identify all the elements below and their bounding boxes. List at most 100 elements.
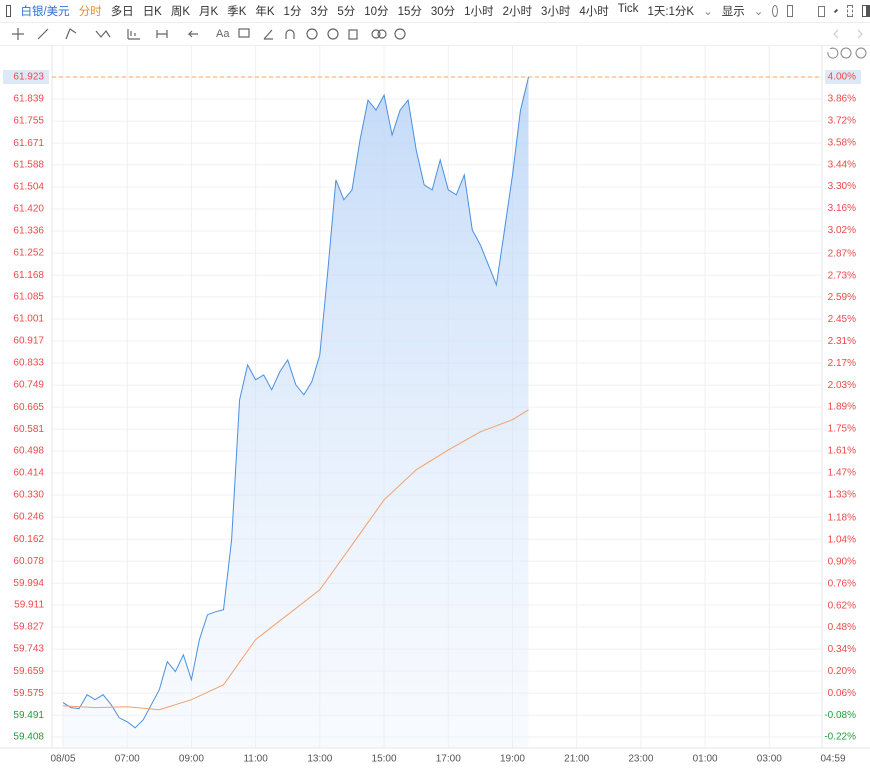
hide-tool[interactable] — [327, 28, 339, 40]
camera-icon[interactable] — [818, 5, 825, 17]
settings-tool[interactable] — [394, 28, 406, 40]
y2-tick-label: 0.90% — [828, 557, 856, 568]
reset-icon[interactable] — [827, 47, 839, 59]
caret: ⌄ — [703, 6, 713, 18]
y2-tick-label: 3.72% — [828, 115, 856, 126]
x-tick-label: 19:00 — [500, 754, 525, 765]
y-tick-label: 61.001 — [13, 314, 44, 325]
tab[interactable]: 3分 — [310, 6, 329, 18]
x-tick-label: 03:00 — [757, 754, 782, 765]
y2-tick-label: 1.04% — [828, 535, 856, 546]
tab[interactable]: 分时 — [78, 6, 102, 18]
square-icon[interactable] — [787, 5, 794, 17]
y-tick-label: 61.420 — [13, 204, 44, 215]
y2-tick-label: 0.34% — [828, 644, 856, 655]
settings-icon[interactable] — [772, 5, 779, 17]
y2-tick-label: 1.75% — [828, 424, 856, 435]
zoom-in-icon[interactable] — [855, 47, 867, 59]
symbol[interactable]: 白银/美元 — [20, 6, 70, 18]
angle-tool[interactable] — [263, 29, 273, 40]
y-tick-label: 61.336 — [13, 226, 44, 237]
y-tick-label: 60.581 — [13, 424, 44, 435]
tab[interactable]: 多日 — [110, 6, 134, 18]
panel-icon[interactable] — [6, 5, 12, 17]
tab[interactable]: 2小时 — [502, 6, 532, 18]
delete-tool[interactable] — [348, 29, 358, 40]
text-tool[interactable]: Aa — [216, 28, 230, 40]
note-tool[interactable] — [238, 28, 250, 38]
magnet-tool[interactable] — [285, 29, 295, 39]
tab[interactable]: 季K — [227, 6, 247, 18]
tab[interactable]: 周K — [170, 6, 191, 18]
measure-tool[interactable] — [127, 29, 140, 40]
y2-tick-label: 1.18% — [828, 513, 856, 524]
line — [62, 409, 529, 711]
y2-tick-label: 2.45% — [828, 314, 856, 325]
channel-tool[interactable] — [65, 28, 77, 40]
tab[interactable]: 3小时 — [540, 6, 571, 18]
range-tool[interactable] — [156, 30, 168, 38]
line — [62, 76, 529, 729]
last-price-box — [3, 70, 49, 85]
arrow-tool[interactable] — [187, 30, 198, 38]
y-tick-label: 59.408 — [13, 732, 44, 743]
y2-tick-label: 1.61% — [828, 445, 856, 456]
line-tool[interactable] — [37, 28, 49, 40]
tab[interactable]: 4小时 — [579, 6, 609, 18]
y2-tick-label: 3.58% — [828, 137, 856, 148]
y-tick-label: 60.162 — [13, 534, 44, 545]
y2-tick-label: 0.20% — [828, 666, 856, 677]
tab[interactable]: 10分 — [364, 6, 389, 18]
tab[interactable]: 年K — [255, 6, 275, 18]
tab[interactable]: 月K — [199, 6, 219, 18]
y2-tick-label: 3.44% — [828, 159, 856, 170]
y2-tick-label: -0.08% — [824, 710, 856, 721]
tab[interactable]: 15分 — [397, 6, 422, 18]
tab[interactable]: Tick — [617, 3, 639, 15]
tab[interactable]: 日K — [142, 6, 162, 18]
tab[interactable]: 1分 — [283, 6, 302, 18]
y-tick-label: 61.839 — [13, 94, 44, 105]
zoom-out-icon[interactable] — [840, 47, 852, 59]
layout-icon[interactable] — [861, 5, 870, 17]
y-tick-label: 61.085 — [13, 292, 44, 303]
tab[interactable]: 1小时 — [464, 6, 494, 18]
y-tick-label: 60.749 — [13, 380, 44, 391]
tab[interactable]: 30分 — [430, 6, 456, 18]
y2-tick-label: 2.59% — [828, 292, 856, 303]
x-tick-label: 13:00 — [307, 754, 332, 765]
display-select[interactable]: 显示 — [721, 6, 745, 18]
y2-tick-label: 2.03% — [828, 380, 856, 391]
y2-tick-label: 0.06% — [828, 688, 856, 699]
y2-tick-label: -0.22% — [824, 732, 856, 743]
drawing-tools: Aa — [12, 28, 863, 40]
y-tick-label: 59.994 — [13, 578, 44, 589]
y2-tick-label: 3.02% — [828, 225, 856, 236]
fullscreen-icon[interactable] — [846, 5, 853, 17]
tab[interactable]: 5分 — [337, 6, 356, 18]
x-tick-label: 23:00 — [628, 754, 653, 765]
y2-tick-label: 3.16% — [828, 203, 856, 214]
drawing-toolbar: Aa — [0, 22, 870, 46]
y-tick-label: 60.498 — [13, 446, 44, 457]
y2-tick-label: 3.86% — [828, 94, 856, 105]
y-tick-label: 61.671 — [13, 138, 44, 149]
y2-tick-label: 3.30% — [828, 181, 856, 192]
undo-redo[interactable] — [833, 29, 863, 39]
y2-tick-label: 2.87% — [828, 248, 856, 259]
link-tool[interactable] — [371, 29, 381, 39]
wave-tool[interactable] — [95, 29, 111, 38]
tabs: 分时 多日 日K 周K 月K 季K 年K 1分 3分 5分 10分 15分 30分 1小时 2小时 3小时 4小… — [79, 3, 639, 19]
y-tick-label: 60.246 — [13, 512, 44, 523]
y2-tick-label: 2.73% — [828, 270, 856, 281]
y-tick-label: 60.330 — [13, 490, 44, 501]
range-select[interactable]: 1天:1分K — [647, 6, 695, 18]
x-tick-label: 17:00 — [436, 754, 461, 765]
x-tick-label: 11:00 — [243, 754, 268, 765]
move-tool[interactable] — [12, 28, 24, 40]
eye-tool[interactable] — [306, 28, 318, 40]
toolbar: 白银/美元 分时 多日 日K 周K 月K 季K 年K 1分 3分 5分 10分 15分 30分 1小时 2小… — [0, 0, 870, 22]
y-tick-label: 61.252 — [13, 248, 44, 259]
